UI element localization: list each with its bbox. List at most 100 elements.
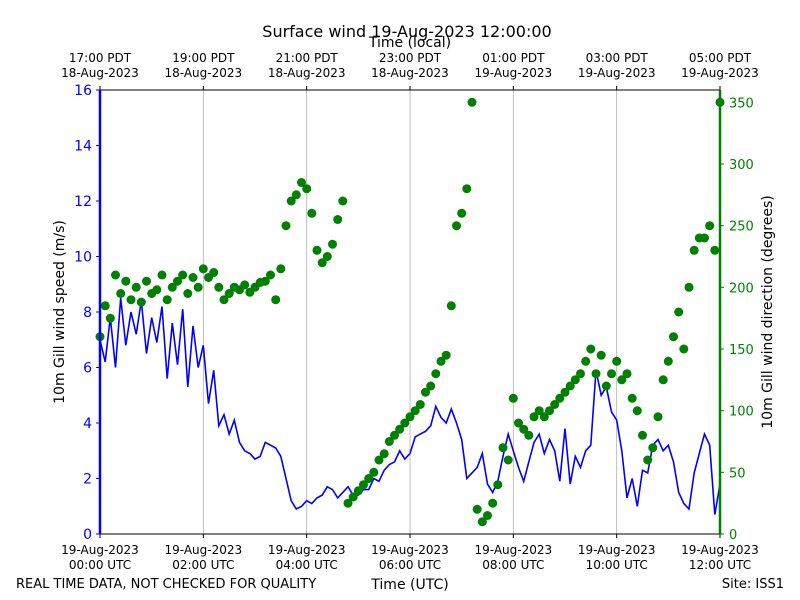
wind-direction-point bbox=[214, 282, 224, 292]
top-tick-label-time: 01:00 PDT bbox=[482, 51, 545, 65]
wind-direction-point bbox=[576, 369, 585, 379]
wind-direction-point bbox=[612, 356, 622, 366]
wind-direction-point bbox=[689, 245, 699, 255]
wind-direction-point bbox=[477, 517, 487, 527]
grid-lines bbox=[202, 90, 618, 534]
wind-direction-point bbox=[333, 215, 343, 224]
left-tick-label: 10 bbox=[74, 250, 92, 266]
wind-direction-point bbox=[121, 276, 131, 286]
site-label: Site: ISS1 bbox=[722, 577, 784, 592]
wind-direction-point bbox=[705, 221, 715, 231]
wind-direction-point bbox=[291, 190, 301, 200]
wind-direction-point bbox=[596, 350, 606, 360]
wind-direction-point bbox=[632, 406, 642, 416]
bottom-tick-label-date: 19-Aug-2023 bbox=[268, 543, 346, 557]
wind-direction-point bbox=[452, 221, 461, 231]
left-tick-label: 16 bbox=[74, 83, 92, 99]
wind-direction-point bbox=[570, 375, 580, 385]
right-tick-label: 350 bbox=[729, 96, 754, 111]
wind-direction-point bbox=[410, 406, 420, 416]
wind-direction-point bbox=[488, 498, 498, 508]
left-tick-label: 14 bbox=[74, 139, 92, 155]
wind-direction-point bbox=[472, 504, 482, 514]
bottom-tick-label-date: 19-Aug-2023 bbox=[681, 543, 759, 557]
wind-direction-point bbox=[627, 393, 637, 403]
wind-direction-point bbox=[648, 443, 658, 453]
wind-direction-point bbox=[131, 282, 141, 292]
wind-direction-point bbox=[669, 332, 678, 342]
wind-direction-point bbox=[545, 406, 554, 416]
wind-direction-point bbox=[178, 270, 188, 280]
wind-direction-point bbox=[514, 418, 523, 428]
wind-direction-point bbox=[503, 455, 513, 465]
wind-direction-point bbox=[105, 313, 115, 323]
wind-direction-point bbox=[240, 280, 250, 290]
wind-direction-point bbox=[524, 430, 534, 440]
wind-direction-point bbox=[653, 412, 663, 422]
wind-direction-point bbox=[224, 289, 234, 298]
wind-direction-point bbox=[679, 344, 689, 354]
left-tick-label: 2 bbox=[83, 472, 92, 488]
wind-direction-point bbox=[369, 467, 379, 477]
wind-direction-point bbox=[498, 443, 508, 453]
top-tick-label-date: 19-Aug-2023 bbox=[681, 66, 759, 80]
top-tick-label-date: 18-Aug-2023 bbox=[268, 66, 346, 80]
bottom-tick-label-time: 08:00 UTC bbox=[482, 558, 544, 572]
top-tick-label-date: 18-Aug-2023 bbox=[371, 66, 449, 80]
left-axis-ticks: 0 2 4 6 8 10 12 14 16 bbox=[74, 83, 100, 543]
wind-direction-point bbox=[157, 270, 167, 280]
top-tick-label-date: 18-Aug-2023 bbox=[165, 66, 243, 80]
left-tick-label: 4 bbox=[83, 416, 92, 432]
wind-direction-point bbox=[359, 480, 368, 490]
top-tick-label-time: 23:00 PDT bbox=[379, 51, 442, 65]
wind-direction-point bbox=[167, 282, 177, 292]
y-left-axis-label: 10m Gill wind speed (m/s) bbox=[52, 220, 68, 404]
wind-direction-point bbox=[529, 412, 539, 422]
wind-direction-point bbox=[446, 301, 456, 311]
right-tick-label: 100 bbox=[729, 405, 754, 420]
wind-direction-point bbox=[534, 406, 544, 416]
left-tick-label: 6 bbox=[83, 361, 92, 377]
wind-direction-point bbox=[209, 268, 219, 277]
wind-direction-series-points bbox=[95, 97, 725, 527]
wind-direction-point bbox=[415, 400, 425, 409]
bottom-tick-label-time: 12:00 UTC bbox=[689, 558, 751, 572]
bottom-tick-label-time: 10:00 UTC bbox=[586, 558, 648, 572]
wind-direction-point bbox=[100, 301, 110, 311]
wind-direction-point bbox=[581, 356, 591, 366]
wind-direction-point bbox=[116, 289, 126, 298]
wind-direction-point bbox=[426, 381, 436, 391]
wind-direction-point bbox=[126, 295, 136, 305]
wind-direction-point bbox=[405, 412, 415, 422]
wind-direction-point bbox=[700, 233, 709, 243]
left-tick-label: 8 bbox=[83, 305, 92, 321]
wind-direction-point bbox=[142, 276, 151, 286]
wind-direction-point bbox=[467, 97, 477, 107]
right-tick-label: 250 bbox=[729, 220, 754, 235]
right-tick-label: 200 bbox=[729, 281, 754, 296]
bottom-tick-label-time: 06:00 UTC bbox=[379, 558, 441, 572]
bottom-tick-label-date: 19-Aug-2023 bbox=[165, 543, 243, 557]
wind-direction-point bbox=[457, 208, 467, 218]
wind-direction-point bbox=[658, 375, 668, 385]
wind-direction-point bbox=[400, 418, 410, 428]
wind-direction-point bbox=[539, 412, 549, 422]
wind-direction-point bbox=[643, 455, 653, 465]
x-top-axis-label: Time (local) bbox=[368, 35, 451, 51]
wind-direction-point bbox=[431, 369, 441, 379]
wind-direction-point bbox=[710, 245, 720, 255]
bottom-tick-label-time: 00:00 UTC bbox=[69, 558, 131, 572]
left-tick-label: 12 bbox=[74, 194, 92, 210]
wind-direction-point bbox=[493, 480, 503, 490]
top-tick-label-time: 05:00 PDT bbox=[689, 51, 752, 65]
wind-direction-point bbox=[555, 393, 565, 403]
wind-direction-point bbox=[390, 430, 399, 440]
bottom-tick-label-date: 19-Aug-2023 bbox=[371, 543, 449, 557]
wind-direction-point bbox=[312, 245, 322, 255]
top-tick-label-date: 18-Aug-2023 bbox=[61, 66, 139, 80]
wind-direction-point bbox=[674, 307, 684, 317]
wind-direction-point bbox=[684, 282, 694, 292]
wind-direction-point bbox=[519, 424, 529, 434]
wind-direction-point bbox=[617, 375, 627, 385]
